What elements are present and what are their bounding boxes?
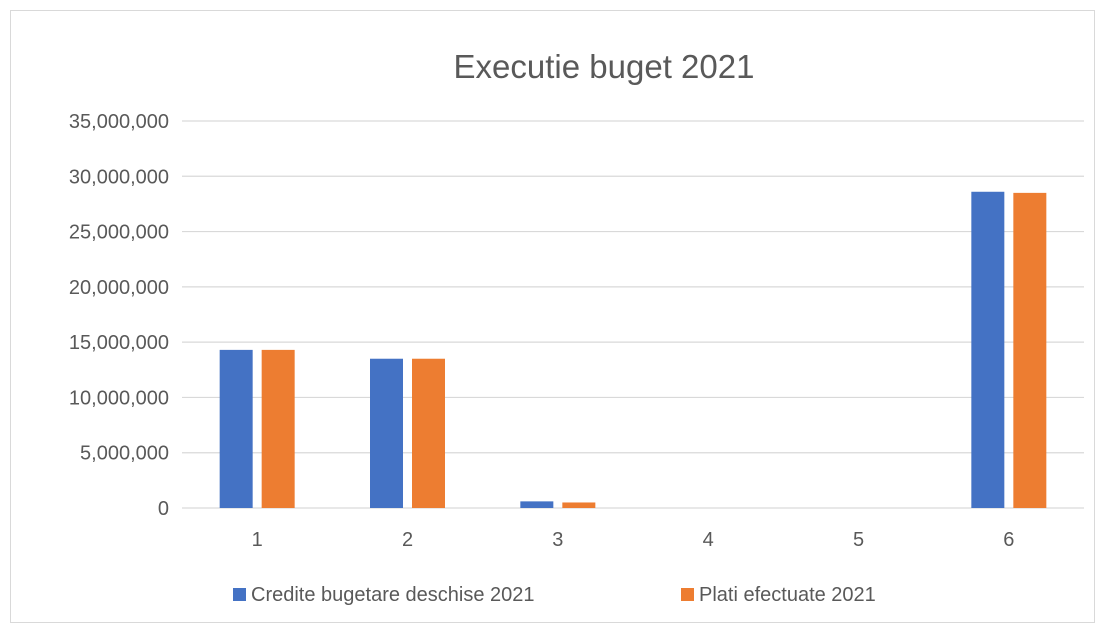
- y-tick-label: 15,000,000: [69, 332, 169, 354]
- bar-series-1-cat-6: [971, 191, 1005, 508]
- x-tick-label: 3: [552, 529, 563, 551]
- x-tick-label: 5: [853, 529, 864, 551]
- y-tick-label: 30,000,000: [69, 166, 169, 188]
- x-tick-label: 6: [1003, 529, 1014, 551]
- y-tick-label: 10,000,000: [69, 387, 169, 409]
- chart-title: Executie buget 2021: [454, 48, 755, 85]
- bar-series-1-cat-3: [520, 501, 554, 508]
- y-tick-label: 25,000,000: [69, 222, 169, 244]
- y-tick-label: 20,000,000: [69, 277, 169, 299]
- legend-swatch-2: [681, 588, 694, 601]
- bar-series-2-cat-1: [261, 349, 295, 508]
- legend-label-2: Plati efectuate 2021: [699, 584, 876, 606]
- chart-area: Executie buget 2021 0 5,000,000 10,000,000…: [10, 10, 1095, 623]
- x-tick-label: 4: [703, 529, 714, 551]
- bar-series-1-cat-2: [370, 358, 403, 508]
- legend: Credite bugetare deschise 2021 Plati efec…: [233, 584, 876, 606]
- x-axis-tick-labels: 1 2 3 4 5 6: [252, 529, 1015, 551]
- bar-series-2-cat-2: [412, 358, 445, 508]
- x-tick-label: 1: [252, 529, 263, 551]
- legend-label-1: Credite bugetare deschise 2021: [251, 584, 535, 606]
- bars: [219, 191, 1047, 508]
- bar-series-2-cat-3: [562, 502, 596, 508]
- bar-chart: Executie buget 2021 0 5,000,000 10,000,000…: [69, 48, 1084, 606]
- y-axis-tick-labels: 0 5,000,000 10,000,000 15,000,000 20,000,000…: [69, 111, 169, 520]
- bar-series-2-cat-6: [1013, 192, 1047, 508]
- y-tick-label: 35,000,000: [69, 111, 169, 133]
- legend-swatch-1: [233, 588, 246, 601]
- bar-series-1-cat-1: [219, 349, 253, 508]
- y-tick-label: 0: [158, 498, 169, 520]
- x-tick-label: 2: [402, 529, 413, 551]
- gridlines: [182, 120, 1084, 509]
- y-tick-label: 5,000,000: [80, 443, 169, 465]
